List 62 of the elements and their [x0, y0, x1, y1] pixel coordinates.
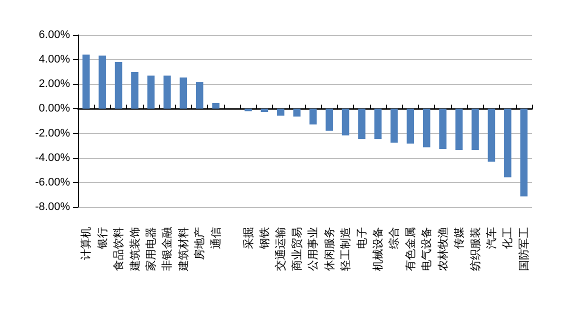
- bar: [374, 108, 382, 140]
- x-tick-label: 银行: [96, 227, 109, 250]
- x-tick-label: 建筑材料: [176, 227, 190, 272]
- x-tick-label: 房地产: [193, 227, 206, 260]
- y-tick-label: 0.00%: [38, 102, 70, 115]
- bar: [472, 108, 479, 150]
- bar: [309, 108, 317, 124]
- x-tick-label: 公用事业: [306, 227, 320, 271]
- bar: [504, 108, 512, 178]
- bar: [439, 108, 446, 150]
- x-tick-label: 有色金属: [404, 227, 417, 271]
- bar: [406, 108, 414, 144]
- bar: [520, 108, 528, 196]
- x-tick-label: 计算机: [80, 227, 93, 260]
- bar: [422, 108, 430, 148]
- x-tick-label: 采掘: [242, 227, 255, 249]
- y-tick-label: -2.00%: [35, 127, 70, 140]
- x-tick-label: 休闲服务: [322, 227, 336, 271]
- y-tick-label: -6.00%: [35, 176, 70, 188]
- x-tick-label: 国防军工: [517, 227, 530, 271]
- bar: [98, 56, 106, 109]
- x-tick-label: 化工: [501, 227, 514, 249]
- bar: [180, 78, 188, 109]
- y-tick-label: -8.00%: [35, 201, 70, 213]
- bar: [147, 76, 155, 109]
- bar: [488, 108, 496, 162]
- x-tick-label: 家用电器: [144, 227, 158, 271]
- x-tick-label: 食品饮料: [112, 227, 126, 271]
- x-tick-label: 非银金融: [160, 227, 174, 271]
- bar: [342, 108, 350, 136]
- x-tick-label: 交通运输: [274, 227, 288, 271]
- y-tick-label: 6.00%: [38, 29, 70, 41]
- x-tick-label: 钢铁: [258, 227, 271, 250]
- bar: [82, 54, 90, 109]
- x-tick-label: 商业贸易: [290, 227, 304, 271]
- x-tick-label: 轻工制造: [339, 227, 352, 271]
- x-tick-label: 汽车: [484, 227, 498, 249]
- bar: [390, 108, 398, 143]
- bar: [196, 82, 204, 109]
- x-tick-label: 综合: [388, 227, 401, 249]
- x-tick-label: 纺织服装: [468, 227, 482, 271]
- bar: [164, 76, 171, 109]
- bar: [260, 108, 268, 112]
- bar: [326, 108, 333, 131]
- bar: [358, 108, 366, 140]
- bar: [244, 108, 252, 112]
- x-tick-label: 建筑装饰: [128, 227, 142, 272]
- x-tick-label: 农林牧渔: [436, 227, 450, 271]
- bar: [293, 108, 301, 117]
- y-tick-label: 4.00%: [38, 54, 70, 66]
- bar: [277, 108, 284, 116]
- y-tick-label: 2.00%: [38, 78, 70, 90]
- bar: [212, 102, 220, 109]
- y-tick-label: -4.00%: [35, 152, 70, 164]
- bar: [131, 72, 138, 109]
- x-tick-label: 通信: [209, 227, 222, 249]
- x-tick-label: 传媒: [452, 227, 466, 249]
- x-tick-label: 电子: [355, 227, 368, 249]
- bar: [114, 62, 122, 109]
- x-tick-label: 机械设备: [371, 227, 384, 271]
- x-tick-label: 电气设备: [420, 227, 434, 271]
- bar: [455, 108, 463, 150]
